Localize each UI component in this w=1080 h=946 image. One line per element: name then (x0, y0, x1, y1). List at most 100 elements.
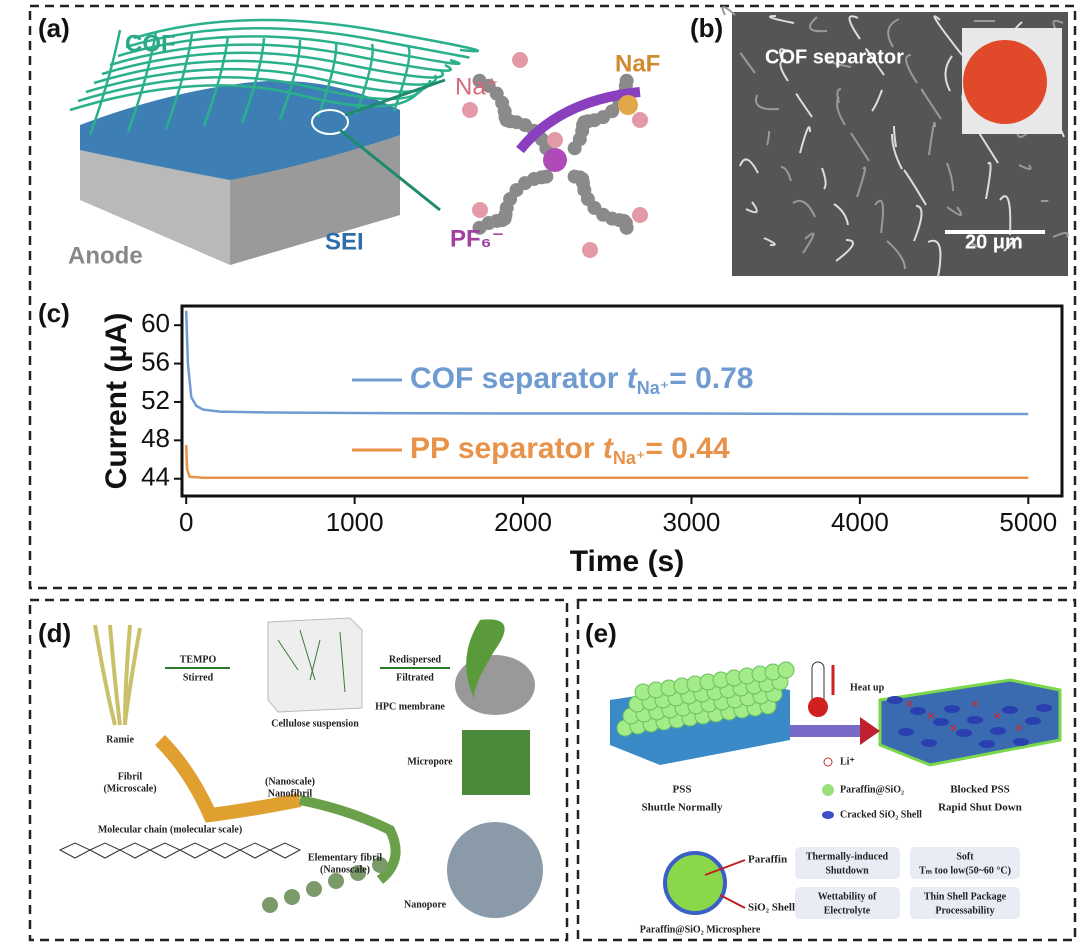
mesh-line (88, 29, 122, 136)
legend-li (823, 757, 833, 767)
cracked-shell (933, 718, 949, 726)
atom (472, 220, 487, 235)
fiber (920, 88, 942, 120)
mesh-line (109, 43, 452, 72)
label: Nanopore (404, 899, 447, 910)
mesh-line (117, 35, 461, 66)
cracked-shell (910, 707, 926, 715)
highlight (311, 109, 349, 135)
label: Li⁺ (840, 756, 855, 767)
fiber (946, 162, 954, 192)
anode-side (230, 135, 400, 265)
ring (88, 842, 122, 859)
label: Electrolyte (824, 905, 871, 916)
ring (268, 842, 302, 859)
y-tick-label: 48 (141, 423, 170, 453)
pointer (719, 894, 746, 909)
fiber (824, 52, 852, 68)
fibril (155, 735, 302, 823)
x-tick-label: 1000 (326, 507, 384, 537)
label: Ramie (106, 734, 134, 745)
legend-text: Na⁺ (613, 448, 646, 468)
ring-bead (262, 897, 278, 913)
label: Redispersed (389, 654, 442, 665)
legend-text: Na⁺ (637, 378, 670, 398)
separator-disk (963, 40, 1047, 124)
legend-cracked (822, 811, 834, 819)
fiber (766, 130, 770, 146)
fiber (721, 6, 736, 16)
label: Cracked SiO₂ Shell (840, 809, 922, 820)
fiber (968, 242, 980, 248)
fiber (763, 237, 776, 247)
legend-text: = 0.44 (645, 432, 730, 465)
legend-text: PP separator (410, 432, 595, 465)
thermometer-bulb (808, 697, 828, 717)
cracked-shell (1025, 717, 1041, 725)
panel-frame (28, 598, 569, 942)
panel-label: (b) (690, 13, 723, 43)
fiber (891, 133, 903, 170)
label: Tₘ too low(50~60 °C) (919, 865, 1011, 876)
fiber (933, 15, 963, 56)
x-tick-label: 3000 (663, 507, 721, 537)
fiber (871, 89, 883, 112)
property-box (910, 887, 1020, 919)
label: (Microscale) (103, 783, 156, 794)
sphere (777, 661, 795, 679)
fiber (928, 121, 936, 156)
fiber (739, 52, 756, 74)
label: TEMPO (180, 654, 217, 665)
ring (238, 842, 272, 859)
cracked-shell (956, 729, 972, 737)
ring-bead (350, 865, 366, 881)
ion (462, 102, 478, 118)
label: PSS (673, 784, 692, 796)
label: Molecular chain (molecular scale) (98, 824, 242, 835)
y-tick-label: 52 (141, 385, 170, 415)
fiber (944, 55, 953, 92)
fiber (809, 16, 828, 33)
ring-bead (328, 873, 344, 889)
label: COF separator (765, 46, 904, 68)
block-mark: × (949, 720, 957, 736)
ion (512, 52, 528, 68)
label: Soft (956, 851, 974, 862)
block-mark: × (905, 696, 913, 712)
label: SiO₂ Shell (748, 902, 795, 914)
label: HPC membrane (375, 701, 445, 712)
ramie (93, 624, 142, 726)
atom (619, 220, 634, 235)
cracked-shell (967, 716, 983, 724)
label: Shutdown (825, 865, 869, 876)
mesh-line (101, 51, 445, 79)
fiber (779, 59, 789, 82)
cracked-shell (990, 727, 1006, 735)
fiber (856, 166, 866, 198)
mesh-line (125, 26, 470, 59)
mesh-line (164, 33, 194, 130)
y-tick-label: 56 (141, 346, 170, 376)
label: Blocked PSS (950, 784, 1010, 796)
ring (118, 842, 152, 859)
fiber (903, 169, 927, 206)
label: Anode (68, 242, 143, 269)
label: COF (125, 30, 176, 57)
ion (582, 242, 598, 258)
pf6 (543, 148, 567, 172)
mesh-line (354, 43, 374, 115)
atom (619, 73, 634, 88)
fiber (905, 54, 918, 84)
ring-bead (372, 857, 388, 873)
arrow (344, 78, 446, 117)
fiber (836, 88, 842, 104)
legend-text: t (603, 432, 615, 465)
fiber (779, 48, 789, 60)
membrane-curl (466, 619, 505, 700)
legend-text: = 0.78 (669, 362, 753, 395)
panel-c: (c) 44 48 52 56 60 0 1000 2000 3000 4000 5000 Time … (38, 298, 1064, 578)
legend-entry: PP separator tNa⁺= 0.44 (410, 432, 730, 468)
property-box (795, 887, 900, 919)
mesh-line (316, 41, 338, 118)
label: Shuttle Normally (642, 802, 723, 814)
